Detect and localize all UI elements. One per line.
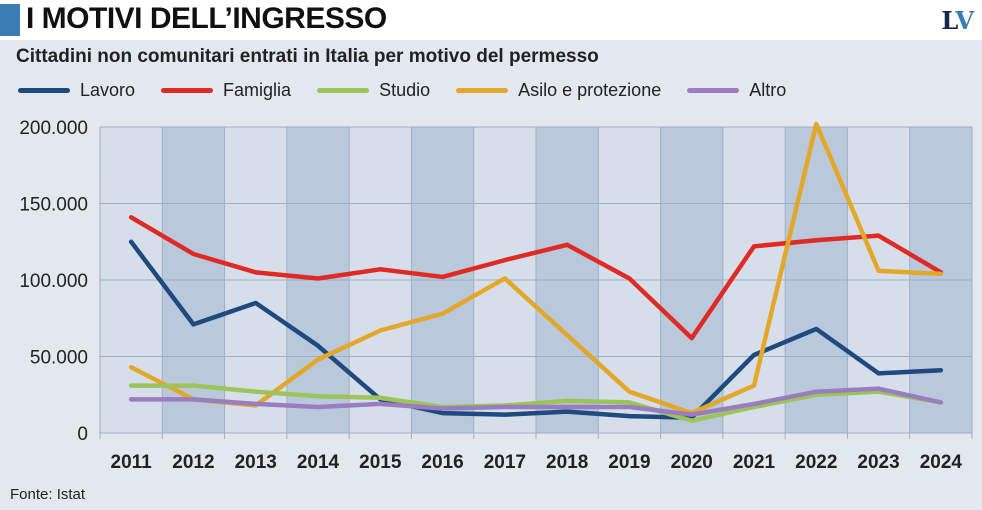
x-tick-label: 2018 (546, 452, 588, 473)
legend-item: Altro (687, 80, 786, 101)
accent-square (0, 4, 20, 36)
legend-label: Asilo e protezione (518, 80, 662, 100)
x-tick-label: 2012 (172, 452, 214, 473)
y-tick-label: 50.000 (30, 348, 88, 369)
series-line-lavoro (128, 239, 944, 420)
legend-swatch (18, 88, 70, 93)
x-tick-label: 2016 (421, 452, 463, 473)
x-tick-label: 2017 (484, 452, 526, 473)
legend-swatch (161, 88, 214, 93)
x-tick-label: 2011 (111, 452, 153, 473)
legend-label: Studio (379, 80, 431, 100)
series-line-studio (128, 383, 944, 424)
x-tick-label: 2015 (359, 452, 402, 473)
page-title: I MOTIVI DELL’INGRESSO (26, 2, 387, 35)
series-line-famiglia (128, 215, 944, 341)
legend-swatch (317, 88, 370, 93)
legend-item: Asilo e protezione (456, 80, 661, 101)
x-tick-label: 2024 (920, 452, 963, 473)
legend-label: Famiglia (223, 80, 292, 100)
x-tick-label: 2019 (608, 452, 650, 473)
header: I MOTIVI DELL’INGRESSO LV (0, 0, 982, 40)
y-tick-label: 100.000 (19, 271, 88, 292)
legend-swatch (456, 88, 509, 93)
x-tick-label: 2020 (671, 452, 713, 473)
legend-item: Lavoro (18, 80, 135, 101)
x-tick-label: 2013 (235, 452, 277, 473)
y-tick-label: 150.000 (19, 195, 88, 216)
legend-label: Lavoro (80, 80, 136, 100)
legend-item: Studio (317, 80, 430, 101)
y-tick-label: 200.000 (19, 118, 88, 139)
y-tick-label: 0 (77, 424, 88, 445)
x-tick-label: 2014 (297, 452, 340, 473)
legend-item: Famiglia (161, 80, 291, 101)
series-line-asilo-e-protezione (128, 121, 944, 416)
legend-label: Altro (749, 80, 787, 100)
x-tick-label: 2023 (857, 452, 899, 473)
chart-title: Cittadini non comunitari entrati in Ital… (16, 46, 599, 67)
legend-swatch (687, 88, 740, 93)
source-note: Fonte: Istat (10, 486, 86, 503)
series-line-altro (128, 386, 944, 417)
logo: LV (941, 6, 974, 35)
x-tick-label: 2022 (795, 452, 837, 473)
legend: Lavoro Famiglia Studio Asilo e protezione Al… (18, 80, 812, 101)
x-tick-label: 2021 (733, 452, 776, 473)
